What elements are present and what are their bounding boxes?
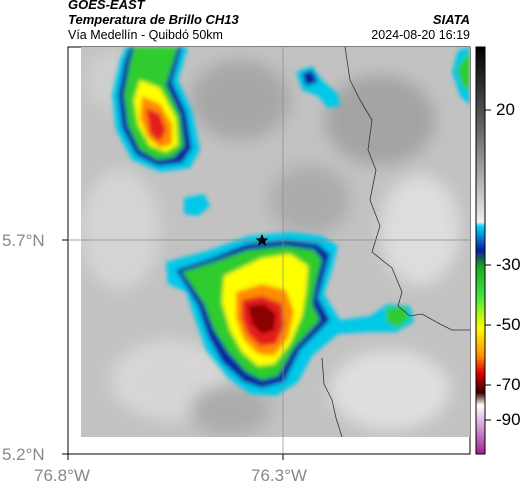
lat-tick-5.2: 5.2°N xyxy=(2,445,45,464)
colorbar-tick-minus30: -30 xyxy=(496,255,521,274)
colorbar-tick-minus90: -90 xyxy=(496,410,521,429)
ticks xyxy=(62,239,284,460)
colorbar-tick-20: 20 xyxy=(496,100,515,119)
storm-cell-central xyxy=(166,232,414,396)
star-icon xyxy=(255,234,269,246)
lon-tick-76.3: 76.3°W xyxy=(251,466,307,485)
colorbar-tick-minus70: -70 xyxy=(496,375,521,394)
region-label: Vía Medellín - Quibdó 50km xyxy=(68,28,223,42)
product-title: Temperatura de Brillo CH13 xyxy=(68,12,239,27)
storm-cell-east-edge xyxy=(452,47,470,105)
datetime-label: 2024-08-20 16:19 xyxy=(371,28,470,42)
lat-tick-5.7: 5.7°N xyxy=(2,231,45,250)
gridlines xyxy=(68,47,470,454)
agency-label: SIATA xyxy=(432,12,470,27)
borders xyxy=(321,47,470,437)
storm-cell-northeast xyxy=(296,66,340,108)
small-cloud-patch xyxy=(184,194,210,216)
colorbar-tick-minus50: -50 xyxy=(496,315,521,334)
storm-cell-northwest xyxy=(112,47,200,172)
lon-tick-76.8: 76.8°W xyxy=(34,466,90,485)
satellite-image xyxy=(81,47,470,437)
colorbar xyxy=(475,46,491,455)
satellite-title: GOES-EAST xyxy=(68,0,145,12)
